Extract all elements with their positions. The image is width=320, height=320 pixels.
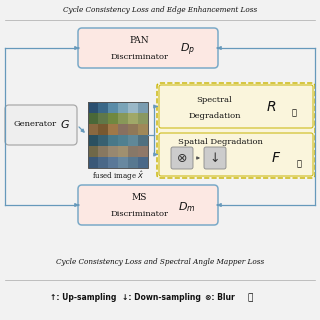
Bar <box>138 113 148 124</box>
Bar <box>108 157 118 168</box>
FancyBboxPatch shape <box>78 185 218 225</box>
Bar <box>98 146 108 157</box>
Bar <box>128 135 138 146</box>
Text: ↑: Up-sampling: ↑: Up-sampling <box>50 293 116 302</box>
Text: Cycle Consistency Loss and Spectral Angle Mapper Loss: Cycle Consistency Loss and Spectral Angl… <box>56 258 264 266</box>
Text: Discriminator: Discriminator <box>111 210 169 218</box>
Bar <box>98 157 108 168</box>
Bar <box>138 146 148 157</box>
Bar <box>88 157 98 168</box>
Bar <box>118 135 128 146</box>
Bar <box>118 124 128 135</box>
Bar <box>118 113 128 124</box>
Bar <box>88 135 98 146</box>
Bar <box>128 157 138 168</box>
Bar <box>88 113 98 124</box>
Bar <box>98 113 108 124</box>
Bar <box>88 102 98 113</box>
Bar <box>88 146 98 157</box>
Text: Spectral: Spectral <box>196 96 232 104</box>
Bar <box>88 124 98 135</box>
FancyBboxPatch shape <box>159 85 313 128</box>
Text: 🔒: 🔒 <box>297 159 302 168</box>
Bar <box>108 124 118 135</box>
Text: Degradation: Degradation <box>188 112 241 120</box>
Bar <box>108 102 118 113</box>
FancyBboxPatch shape <box>157 83 315 178</box>
Bar <box>128 113 138 124</box>
Text: ⊗: ⊗ <box>177 151 187 164</box>
Text: $F$: $F$ <box>271 150 281 164</box>
Text: Discriminator: Discriminator <box>111 53 169 61</box>
Text: ↓: ↓ <box>210 151 220 164</box>
Bar <box>138 135 148 146</box>
Bar <box>88 102 148 168</box>
FancyBboxPatch shape <box>159 133 313 176</box>
Bar <box>98 135 108 146</box>
Text: 🔒: 🔒 <box>247 293 252 302</box>
Text: Cycle Consistency Loss and Edge Enhancement Loss: Cycle Consistency Loss and Edge Enhancem… <box>63 6 257 14</box>
Bar <box>108 113 118 124</box>
Bar <box>138 157 148 168</box>
Bar <box>128 124 138 135</box>
Bar <box>118 102 128 113</box>
Text: Generator: Generator <box>14 120 57 128</box>
Bar <box>118 157 128 168</box>
Text: ⊗: Blur: ⊗: Blur <box>205 293 235 302</box>
Bar <box>118 146 128 157</box>
FancyBboxPatch shape <box>78 28 218 68</box>
FancyBboxPatch shape <box>204 147 226 169</box>
Text: $D_p$: $D_p$ <box>180 42 195 58</box>
Text: MS: MS <box>132 193 147 202</box>
Bar <box>138 124 148 135</box>
Bar <box>98 102 108 113</box>
Bar <box>98 124 108 135</box>
FancyBboxPatch shape <box>171 147 193 169</box>
Text: $D_m$: $D_m$ <box>179 200 196 214</box>
Bar <box>138 102 148 113</box>
Bar <box>108 146 118 157</box>
Text: ↓: Down-sampling: ↓: Down-sampling <box>122 293 201 302</box>
Bar <box>128 146 138 157</box>
Text: fused image $\hat{X}$: fused image $\hat{X}$ <box>92 169 144 183</box>
Text: Spatial Degradation: Spatial Degradation <box>178 139 263 147</box>
Text: $G$: $G$ <box>60 118 70 130</box>
Bar <box>108 135 118 146</box>
Text: PAN: PAN <box>130 36 149 45</box>
Text: 🔒: 🔒 <box>292 108 297 117</box>
Bar <box>128 102 138 113</box>
FancyBboxPatch shape <box>5 105 77 145</box>
Text: $R$: $R$ <box>266 100 276 114</box>
